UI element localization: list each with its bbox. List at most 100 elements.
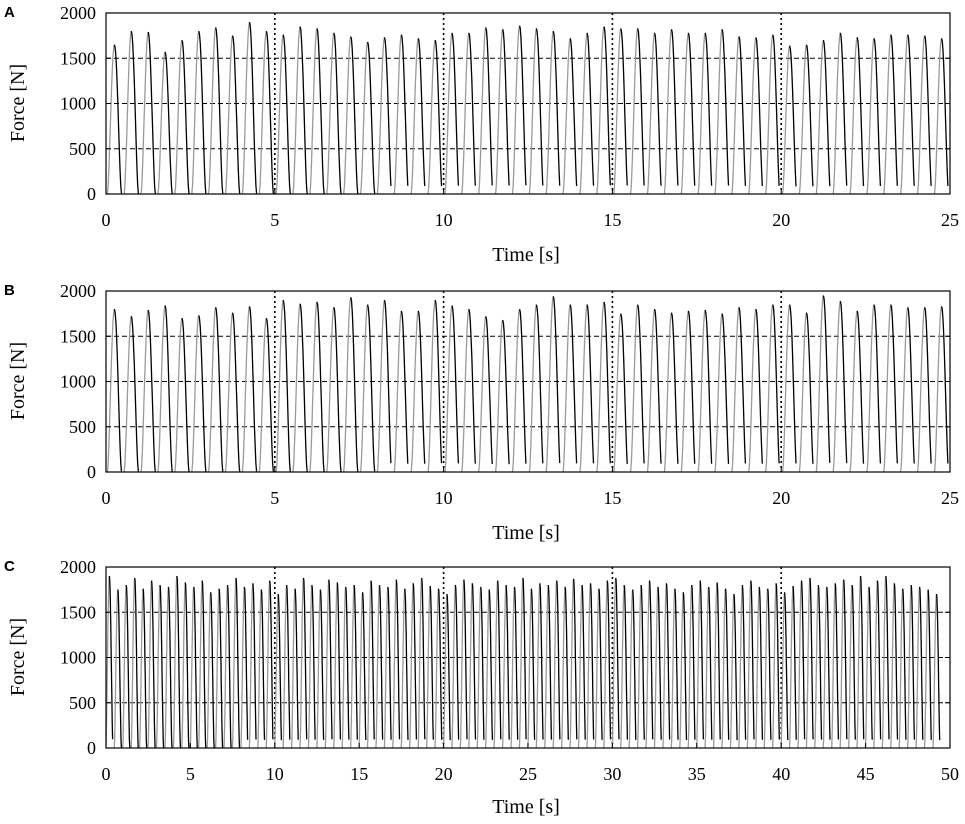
force-peak-fall [674,588,679,740]
force-peak-fall [826,586,831,740]
force-peak-rise [191,30,200,195]
force-peak-fall [940,38,949,187]
force-peak-fall [637,304,645,464]
force-peak-fall [620,313,628,464]
force-peak-fall [603,301,611,464]
force-peak-fall [556,580,561,740]
force-peak-fall [350,36,359,195]
force-peak-fall [653,308,662,464]
x-tick-label: 25 [941,488,959,508]
force-peak-rise [552,580,558,749]
force-peak-rise [746,580,752,749]
force-peak-fall [809,577,814,740]
force-peak-fall [623,585,629,740]
force-peak-rise [629,28,639,195]
force-peak-rise [847,585,853,749]
force-peak-rise [138,588,144,749]
force-peak-rise [359,41,369,195]
force-peak-rise [366,580,372,749]
force-peak-rise [596,26,605,195]
force-peak-fall [485,27,493,186]
force-peak-fall [733,594,738,741]
force-peak-rise [815,295,825,473]
force-peak-fall [485,316,493,465]
force-peak-fall [429,585,434,740]
force-peak-fall [620,28,628,186]
force-peak-rise [695,580,701,749]
force-peak-fall [665,583,671,740]
y-tick-label: 500 [69,139,96,159]
force-peak-fall [707,586,713,740]
force-peak-fall [316,301,325,473]
force-peak-fall [721,313,730,464]
force-peak-fall [248,306,258,473]
y-tick-label: 1000 [60,94,96,114]
force-peak-rise [257,589,262,749]
force-peak-rise [324,579,330,749]
force-peak-rise [155,585,161,749]
force-peak-rise [849,310,858,473]
force-peak-rise [535,583,541,749]
force-peak-fall [437,588,443,740]
force-peak-fall [434,40,443,187]
force-peak-fall [193,586,198,749]
force-peak-rise [839,579,845,749]
force-peak-fall [265,317,275,473]
force-peak-fall [775,583,780,740]
force-peak-rise [207,27,217,195]
force-peak-rise [478,27,487,195]
force-peak-rise [511,308,521,473]
force-peak-fall [299,303,308,473]
x-tick-label: 0 [102,488,111,508]
force-peak-fall [231,312,241,473]
force-peak-rise [349,585,355,749]
force-peak-rise [207,307,217,473]
y-tick-label: 500 [69,417,96,437]
force-peak-rise [670,588,676,749]
force-peak-rise [275,34,284,195]
force-peak-rise [663,29,673,195]
force-peak-rise [721,588,727,749]
force-peak-rise [712,582,718,749]
force-peak-rise [831,583,836,749]
force-peak-fall [468,308,476,464]
force-peak-fall [648,580,654,740]
force-peak-rise [748,37,757,195]
force-peak-fall [184,582,190,749]
force-peak-rise [343,36,352,195]
force-peak-rise [613,28,622,195]
force-peak-rise [392,579,397,749]
force-peak-fall [471,583,477,740]
force-peak-fall [215,27,224,195]
force-peak-rise [596,301,605,473]
force-peak-rise [140,31,149,195]
force-peak-fall [463,579,468,740]
force-peak-rise [224,312,234,473]
force-peak-fall [910,585,916,740]
force-peak-rise [123,30,132,195]
force-peak-rise [375,585,381,749]
x-tick-label: 5 [270,488,279,508]
force-peak-rise [198,580,203,749]
y-tick-label: 1500 [60,48,96,68]
force-peak-fall [260,589,266,740]
force-peak-rise [883,34,892,195]
force-peak-fall [387,586,392,740]
force-peak-rise [174,40,183,195]
force-peak-rise [410,38,419,195]
force-peak-fall [589,583,595,740]
force-peak-fall [738,36,747,186]
force-peak-rise [704,586,710,749]
force-peak-fall [755,37,763,187]
force-peak-fall [822,295,831,463]
force-peak-rise [476,586,482,749]
force-peak-fall [632,589,637,740]
force-peak-rise [781,45,791,195]
force-peak-fall [716,582,721,740]
force-peak-rise [444,305,453,473]
force-peak-rise [916,307,926,473]
force-peak-fall [640,585,645,740]
force-peak-fall [434,299,443,464]
force-peak-rise [611,577,617,749]
force-peak-fall [285,585,291,740]
